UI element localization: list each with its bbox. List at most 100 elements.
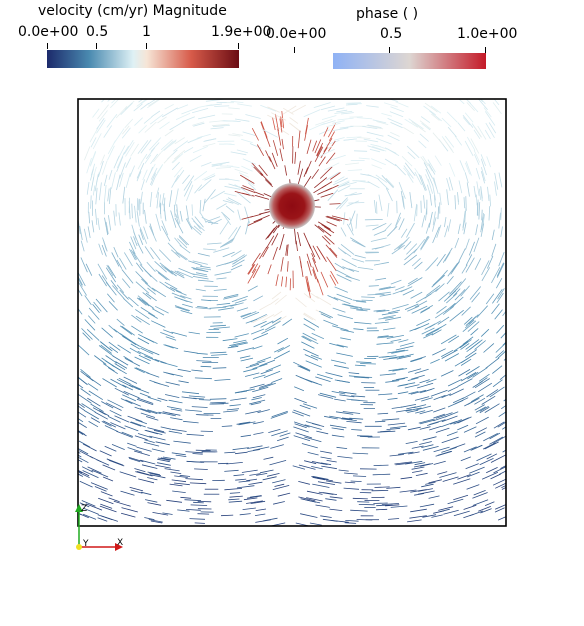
velocity-glyph (232, 447, 249, 451)
velocity-glyph (258, 382, 276, 390)
velocity-glyph (88, 307, 100, 320)
velocity-glyph (223, 410, 238, 413)
velocity-glyph (355, 213, 358, 229)
velocity-glyph (350, 307, 364, 311)
velocity-glyph (272, 485, 290, 490)
velocity-glyph (369, 148, 381, 153)
velocity-glyph (464, 206, 467, 223)
velocity-glyph (462, 320, 477, 333)
velocity-glyph (160, 140, 174, 153)
velocity-glyph (272, 140, 279, 156)
velocity-glyph (480, 508, 492, 514)
velocity-glyph (144, 154, 152, 164)
velocity-glyph (392, 304, 409, 310)
velocity-glyph (336, 269, 353, 279)
velocity-glyph (160, 139, 173, 151)
velocity-glyph (135, 419, 148, 425)
velocity-glyph (108, 497, 120, 503)
velocity-glyph (81, 328, 93, 340)
velocity-glyph (333, 177, 348, 186)
velocity-glyph (447, 378, 463, 387)
velocity-glyph (465, 238, 470, 250)
velocity-glyph (82, 443, 97, 452)
velocity-glyph (474, 258, 482, 270)
velocity-glyph (414, 462, 426, 466)
velocity-glyph (259, 246, 268, 260)
velocity-glyph (294, 397, 307, 404)
velocity-glyph (453, 417, 469, 425)
velocity-glyph (140, 139, 152, 154)
velocity-glyph (260, 369, 274, 375)
velocity-glyph (168, 399, 183, 404)
velocity-glyph (372, 222, 387, 231)
velocity-glyph (121, 269, 134, 284)
velocity-glyph (404, 118, 419, 128)
velocity-glyph (262, 129, 278, 138)
velocity-glyph (496, 262, 504, 277)
velocity-glyph (182, 303, 194, 308)
velocity-glyph (328, 131, 335, 141)
velocity-glyph (432, 217, 437, 232)
velocity-glyph (419, 133, 429, 142)
velocity-glyph (191, 267, 206, 272)
velocity-glyph (162, 456, 176, 460)
velocity-glyph (133, 103, 143, 112)
velocity-glyph (356, 309, 368, 312)
velocity-glyph (473, 129, 481, 140)
velocity-glyph (174, 188, 179, 206)
velocity-glyph (460, 456, 471, 462)
velocity-glyph (142, 292, 152, 300)
velocity-glyph (398, 451, 414, 455)
velocity-glyph (373, 502, 388, 504)
velocity-glyph (343, 487, 360, 490)
velocity-glyph (107, 265, 117, 279)
velocity-glyph (128, 457, 141, 463)
velocity-glyph (100, 503, 113, 509)
velocity-glyph (250, 500, 266, 504)
velocity-glyph (442, 247, 453, 263)
velocity-glyph (195, 449, 211, 452)
velocity-glyph (224, 451, 236, 454)
velocity-glyph (440, 334, 457, 345)
velocity-glyph (260, 320, 274, 328)
velocity-glyph (387, 134, 400, 142)
velocity-glyph (495, 482, 506, 489)
velocity-glyph (373, 261, 389, 266)
velocity-glyph (471, 394, 484, 403)
velocity-glyph (213, 288, 227, 291)
velocity-glyph (250, 328, 265, 335)
velocity-glyph (279, 118, 283, 133)
velocity-glyph (135, 471, 153, 477)
velocity-glyph (470, 328, 479, 336)
velocity-glyph (427, 159, 436, 173)
velocity-glyph (90, 168, 94, 181)
velocity-glyph (304, 436, 322, 443)
velocity-glyph (254, 195, 270, 200)
velocity-glyph (153, 152, 162, 163)
velocity-glyph (192, 146, 208, 154)
velocity-glyph (489, 194, 491, 207)
velocity-glyph (321, 120, 336, 126)
velocity-glyph (367, 124, 382, 128)
velocity-glyph (460, 343, 470, 350)
velocity-glyph (251, 128, 259, 141)
velocity-glyph (235, 254, 245, 261)
velocity-glyph (78, 456, 89, 464)
velocity-glyph (387, 349, 405, 354)
velocity-glyph (92, 108, 100, 118)
velocity-glyph (360, 363, 376, 365)
velocity-glyph (88, 390, 104, 401)
velocity-glyph (494, 504, 506, 510)
velocity-glyph (420, 116, 431, 124)
velocity-glyph (433, 177, 439, 195)
velocity-glyph (222, 304, 237, 308)
velocity-glyph (448, 177, 454, 191)
velocity-glyph (236, 191, 251, 204)
velocity-glyph (281, 276, 284, 287)
velocity-glyph (478, 377, 488, 384)
velocity-glyph (342, 411, 361, 414)
velocity-colorbar-title: velocity (cm/yr) Magnitude (38, 3, 227, 19)
velocity-glyph (172, 153, 184, 164)
velocity-glyph (463, 446, 477, 453)
velocity-glyph (318, 248, 327, 263)
